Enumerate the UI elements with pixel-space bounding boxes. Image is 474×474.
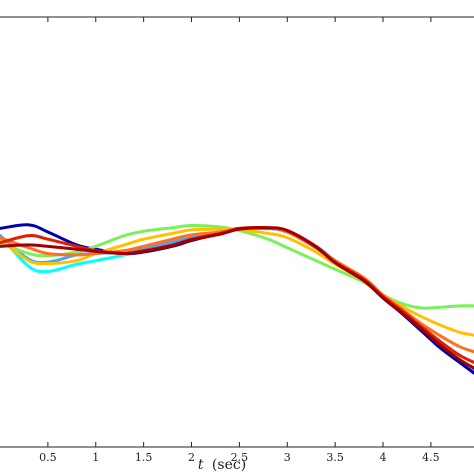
x-tick-label: 2 xyxy=(188,451,195,464)
x-axis-unit: (sec) xyxy=(212,457,246,473)
axes xyxy=(0,16,474,448)
x-tick-label: 2.5 xyxy=(231,451,249,464)
x-tick-label: 1 xyxy=(92,451,99,464)
x-tick-label: 4 xyxy=(380,451,387,464)
plot-area xyxy=(0,223,474,375)
x-axis-symbol: t xyxy=(198,457,204,473)
x-tick-label: 1.5 xyxy=(135,451,153,464)
x-tick-label: 4.5 xyxy=(422,451,440,464)
x-tick-label: 0.5 xyxy=(39,451,57,464)
x-axis-label: t (sec) xyxy=(198,457,246,473)
x-tick-label: 3.5 xyxy=(326,451,344,464)
series-line-6 xyxy=(0,226,474,354)
x-tick-label: 3 xyxy=(284,451,291,464)
series-line-3 xyxy=(0,223,474,375)
x-axis-ticks: 0.5 1 1.5 2 2.5 3 3.5 4 4.5 xyxy=(39,17,440,464)
series-line-8 xyxy=(0,226,474,370)
series-line-5 xyxy=(0,227,474,337)
